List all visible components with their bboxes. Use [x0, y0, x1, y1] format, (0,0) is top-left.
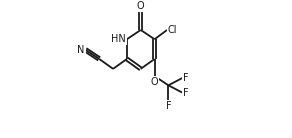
Text: HN: HN — [112, 34, 126, 44]
Text: F: F — [183, 87, 189, 98]
Text: F: F — [183, 73, 189, 83]
Text: Cl: Cl — [168, 25, 177, 35]
Text: O: O — [151, 77, 158, 87]
Text: F: F — [166, 101, 171, 111]
Text: O: O — [137, 1, 145, 11]
Text: N: N — [77, 45, 85, 55]
